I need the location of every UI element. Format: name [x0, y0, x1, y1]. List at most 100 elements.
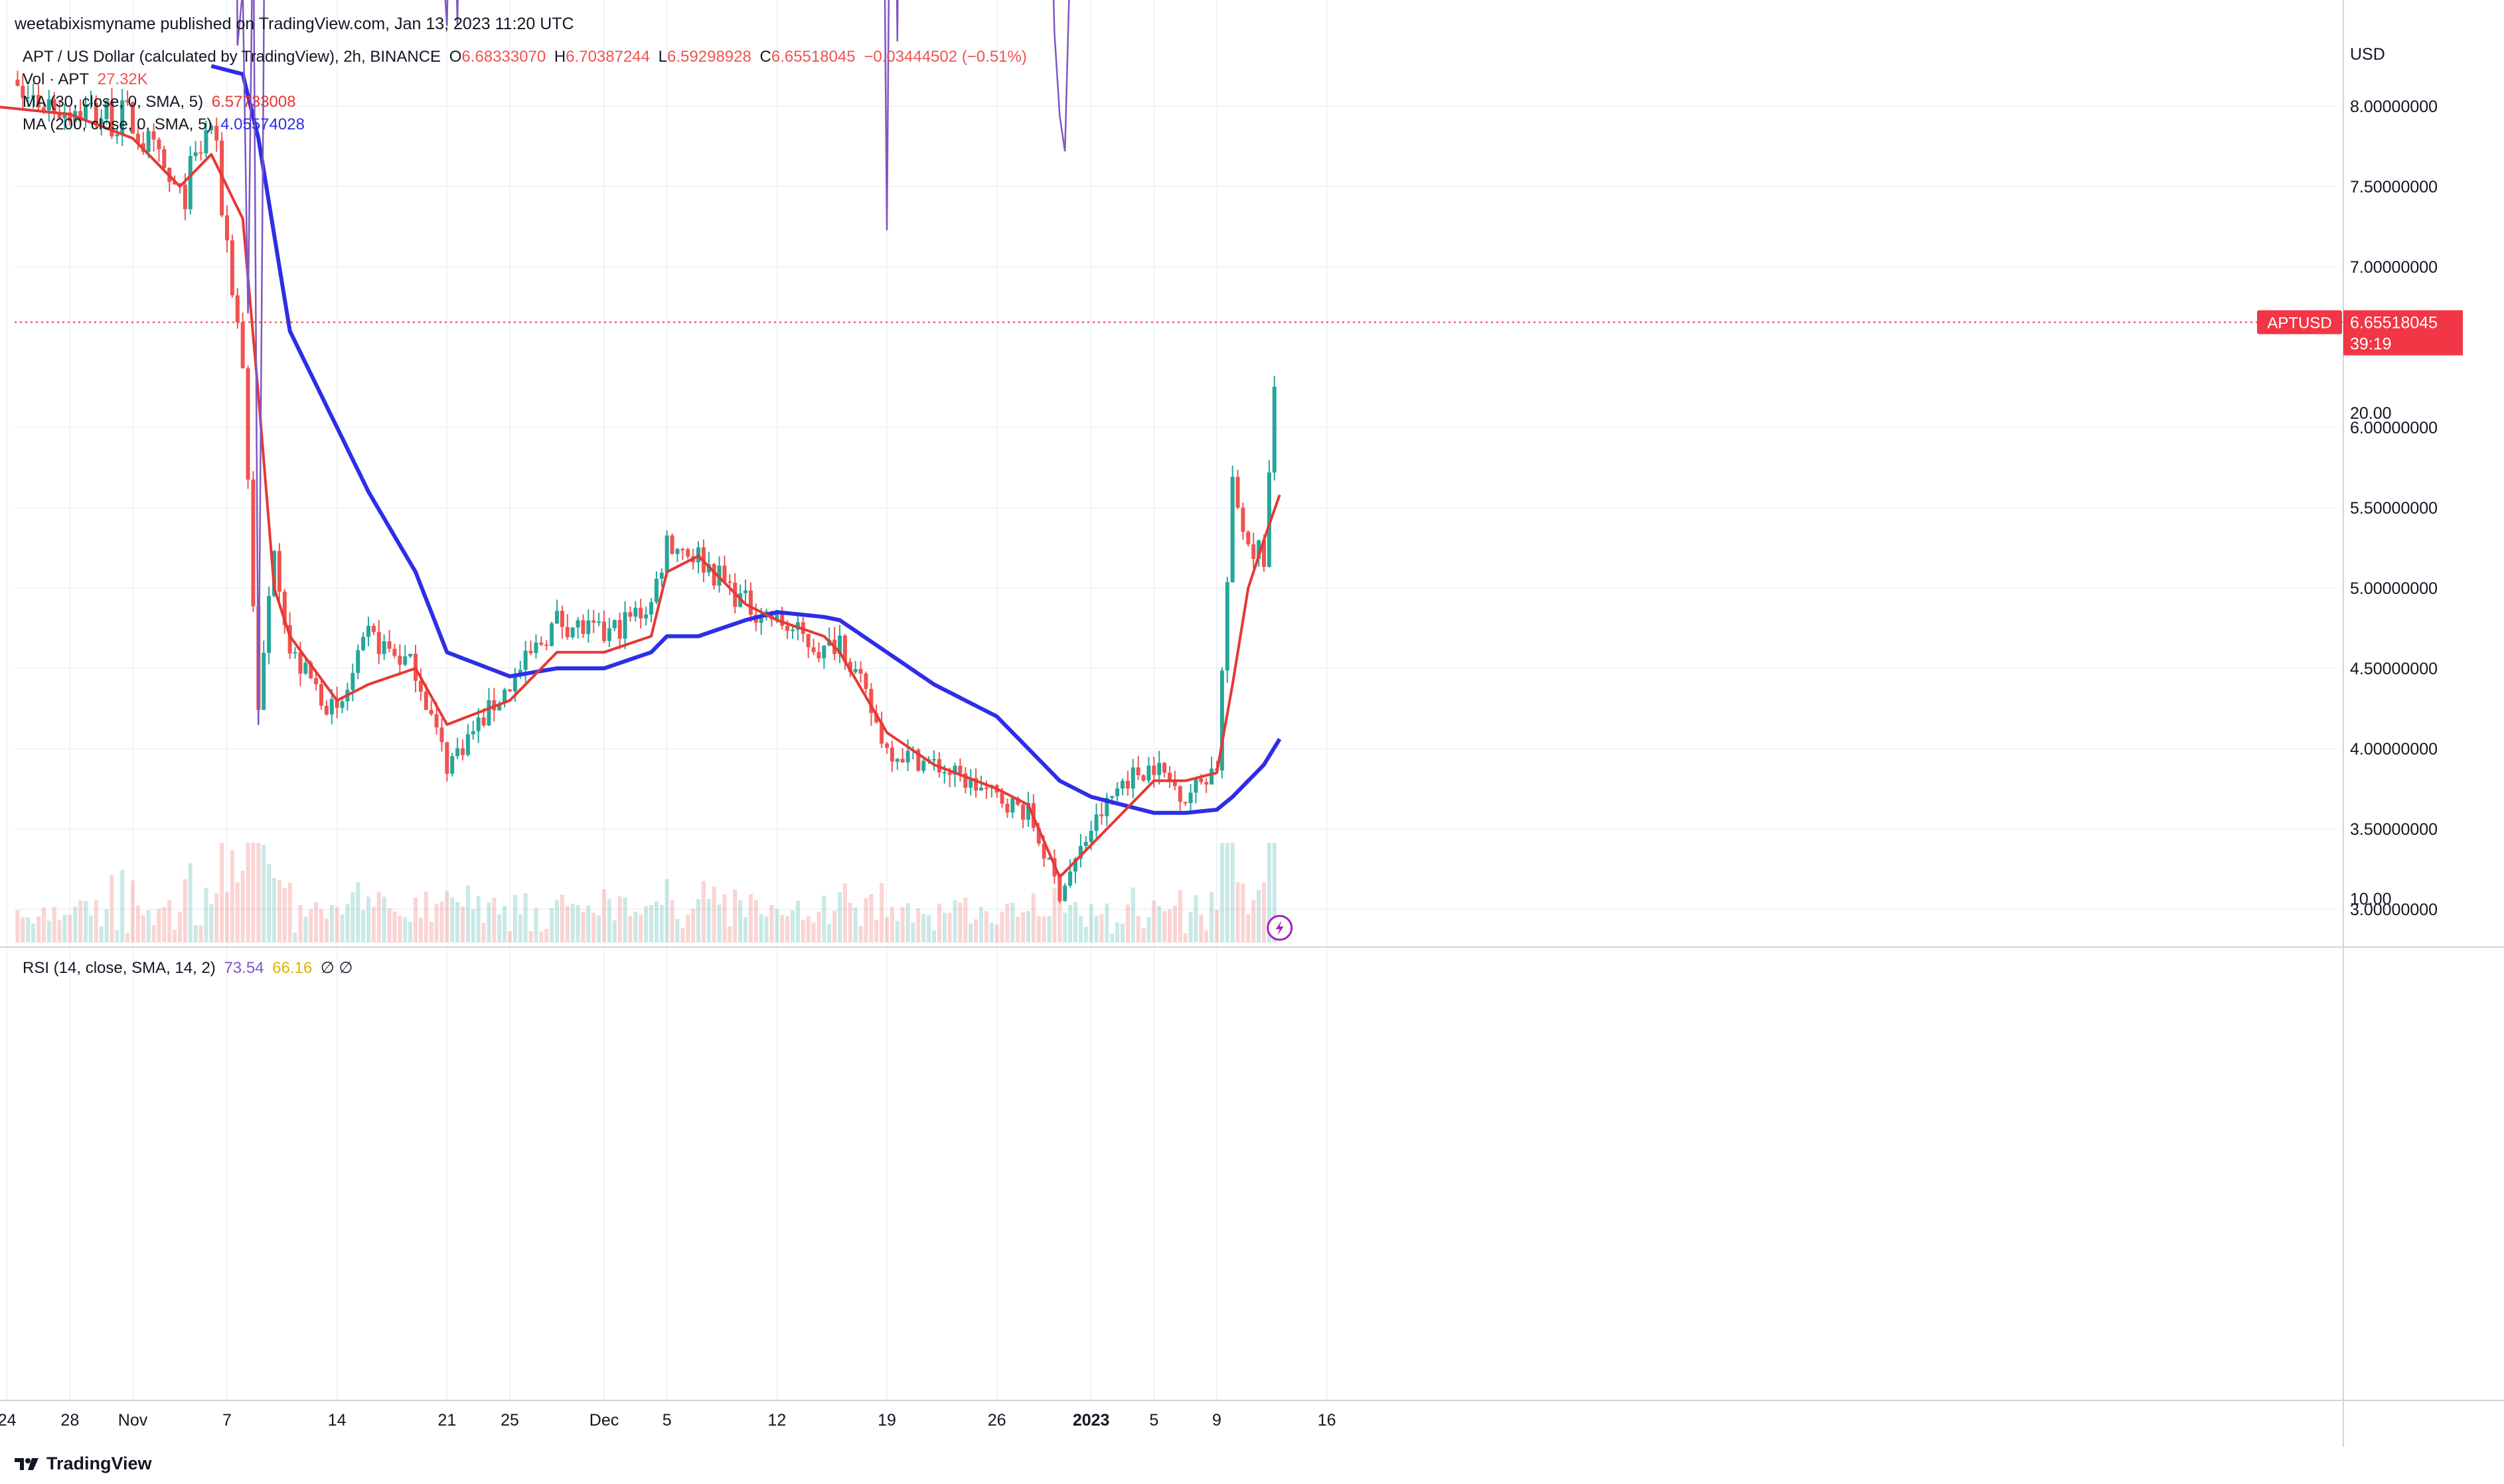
volume-bar — [1000, 911, 1004, 942]
volume-bar — [1047, 916, 1052, 942]
ma200-legend[interactable]: MA (200, close, 0, SMA, 5) 4.05574028 — [23, 115, 309, 134]
volume-bar — [183, 879, 187, 942]
volume-bar — [141, 915, 145, 942]
candle-body — [1000, 792, 1004, 804]
volume-bar — [738, 900, 743, 942]
volume-bar — [262, 844, 266, 942]
volume-bar — [492, 897, 497, 942]
volume-bar — [319, 909, 323, 942]
candle-body — [890, 747, 894, 762]
symbol-legend[interactable]: APT / US Dollar (calculated by TradingVi… — [23, 48, 1031, 66]
candle-body — [62, 112, 67, 119]
volume-bar — [974, 919, 978, 942]
volume-bar — [225, 892, 229, 942]
candle-body — [628, 612, 633, 617]
volume-bar — [131, 880, 135, 942]
volume-bar — [942, 913, 947, 942]
volume-bar — [963, 897, 968, 942]
volume-bar — [607, 899, 611, 942]
volume-bar — [900, 907, 905, 942]
volume-bar — [1272, 843, 1277, 942]
symbol-title: APT / US Dollar (calculated by TradingVi… — [23, 48, 441, 66]
volume-bar — [209, 904, 214, 942]
volume-bar — [46, 921, 51, 942]
volume-bar — [1131, 887, 1135, 942]
volume-bar — [528, 931, 533, 942]
candle-body — [659, 572, 664, 579]
candle-body — [361, 636, 366, 650]
candle-body — [99, 119, 104, 125]
volume-bar — [989, 923, 994, 942]
candle-body — [1168, 773, 1172, 780]
volume-legend[interactable]: Vol · APT 27.32K — [23, 70, 152, 89]
volume-bar — [434, 903, 439, 942]
volume-bar — [969, 923, 973, 942]
candle-body — [230, 240, 234, 296]
volume-bar — [125, 932, 130, 942]
candle-body — [1036, 828, 1041, 844]
ohlc-low: L6.59298928 — [658, 48, 751, 66]
candle-body — [722, 565, 727, 582]
candle-body — [84, 104, 88, 121]
volume-bar — [1094, 915, 1099, 942]
volume-bar — [822, 895, 826, 942]
volume-bar — [398, 915, 402, 942]
symbol-tag-box — [2257, 310, 2342, 334]
volume-bar — [775, 909, 779, 942]
volume-bar — [550, 908, 554, 942]
price-tick-label: 3.00000000 — [2350, 901, 2438, 919]
candle-body — [487, 700, 491, 725]
candle-body — [1125, 780, 1130, 789]
volume-bar — [167, 899, 172, 942]
lightning-bolt-icon — [1275, 921, 1284, 935]
volume-bar — [696, 899, 700, 942]
candle-body — [387, 641, 392, 649]
candle-body — [1204, 782, 1209, 784]
candle-body — [712, 564, 716, 586]
candle-body — [1267, 472, 1271, 567]
candle-body — [1272, 386, 1277, 473]
candle-body — [366, 625, 370, 637]
volume-bar — [1068, 905, 1073, 942]
candle-body — [287, 625, 292, 654]
volume-bar — [1257, 889, 1261, 942]
candle-body — [785, 626, 790, 631]
volume-bar — [649, 905, 653, 942]
candle-body — [560, 611, 564, 627]
volume-bar — [665, 879, 669, 942]
candle-body — [1178, 786, 1182, 802]
volume-bar — [570, 903, 575, 942]
rsi-extra: ∅ ∅ — [320, 959, 353, 977]
rsi-legend[interactable]: RSI (14, close, SMA, 14, 2) 73.54 66.16 … — [23, 958, 356, 978]
candle-body — [512, 674, 517, 692]
candle-body — [639, 607, 643, 619]
volume-bar — [57, 920, 62, 942]
volume-bar — [827, 924, 832, 942]
candle-body — [900, 759, 905, 763]
tradingview-brand[interactable]: TradingView — [15, 1453, 152, 1474]
candle-body — [262, 652, 266, 710]
volume-bar — [418, 917, 423, 942]
candle-body — [503, 690, 507, 704]
volume-bar — [345, 903, 350, 942]
volume-bar — [633, 911, 638, 942]
volume-bar — [465, 885, 470, 942]
volume-bar — [408, 922, 413, 942]
candle-body — [94, 102, 98, 125]
candle-body — [52, 99, 56, 113]
volume-bar — [581, 912, 586, 942]
ohlc-open: O6.68333070 — [449, 48, 546, 66]
candle-body — [1042, 843, 1046, 859]
volume-bar — [706, 899, 711, 942]
volume-bar — [303, 917, 308, 942]
candle-body — [376, 632, 381, 654]
time-tick-label: 25 — [501, 1411, 519, 1430]
volume-bar — [115, 930, 119, 942]
volume-bar — [780, 915, 785, 942]
volume-bar — [853, 907, 858, 942]
ma30-legend[interactable]: MA (30, close, 0, SMA, 5) 6.57733008 — [23, 93, 300, 111]
candle-body — [104, 101, 109, 119]
volume-bar — [869, 894, 874, 942]
volume-bar — [639, 915, 643, 942]
